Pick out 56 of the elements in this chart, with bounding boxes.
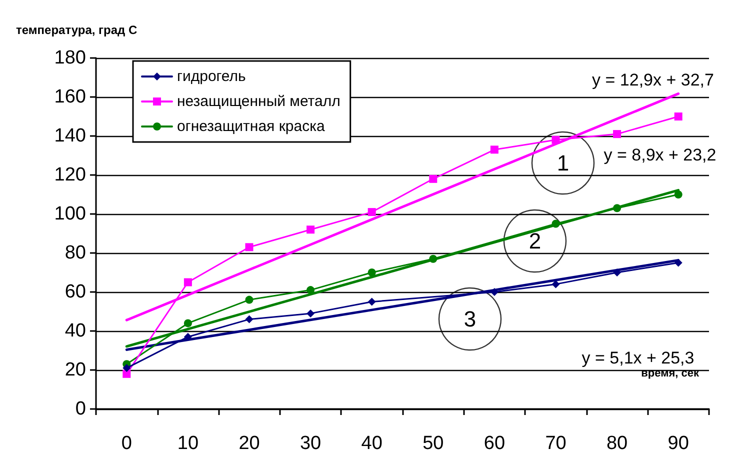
x-tick-label: 40: [361, 433, 382, 454]
y-tick-label: 20: [64, 360, 86, 380]
point: [674, 190, 682, 198]
y-tick-label: 40: [64, 320, 86, 342]
legend-label: огнезащитная краска: [177, 118, 326, 135]
point: [368, 268, 376, 276]
x-tick-label: 10: [177, 433, 199, 454]
point: [184, 319, 192, 328]
point: [613, 130, 622, 138]
y-tick-label: 0: [75, 398, 86, 420]
y-axis-title: температура, град С: [16, 23, 138, 37]
annotation: y = 5,1x + 25,3: [582, 348, 694, 368]
point: [552, 136, 560, 144]
x-axis-title: время, сек: [641, 368, 700, 380]
x-tick-label: 20: [238, 433, 260, 454]
point: [552, 280, 560, 288]
y-tick-label: 60: [64, 282, 86, 302]
y-tick-label: 80: [64, 242, 86, 264]
point: [368, 298, 376, 306]
point: [245, 296, 254, 304]
point: [429, 254, 438, 263]
point: [184, 278, 192, 286]
y-tick-label: 100: [54, 204, 86, 224]
point: [613, 268, 622, 276]
point: [674, 258, 682, 267]
point: [613, 204, 622, 212]
x-tick-label: 30: [300, 433, 322, 454]
x-tick-label: 50: [422, 433, 444, 454]
x-tick-label: 80: [606, 433, 628, 454]
point: [674, 112, 682, 120]
point: [122, 364, 131, 372]
point: [306, 286, 315, 294]
y-tick-label: 140: [54, 126, 86, 146]
legend-label: гидрогель: [177, 68, 246, 85]
x-tick-label: 60: [484, 433, 506, 454]
y-tick-label: 180: [54, 48, 86, 68]
annotation: 3: [464, 306, 476, 332]
point: [245, 315, 254, 324]
y-tick-label: 120: [54, 164, 86, 186]
annotation: 1: [556, 150, 570, 176]
x-tick-label: 90: [668, 433, 689, 454]
point: [368, 208, 376, 216]
annotation: y = 8,9x + 23,2: [604, 146, 716, 164]
point: [429, 174, 438, 183]
x-tick-label: 70: [545, 433, 566, 454]
point: [306, 309, 315, 318]
point: [306, 226, 315, 234]
y-tick-label: 160: [54, 86, 86, 108]
point: [245, 243, 254, 252]
legend-label: незащищенный металл: [177, 93, 340, 110]
annotation: 2: [528, 228, 542, 254]
x-tick-label: 0: [121, 433, 132, 454]
point: [490, 146, 498, 154]
annotation: y = 12,9x + 32,7: [592, 70, 714, 90]
point: [122, 370, 131, 378]
point: [552, 220, 560, 228]
